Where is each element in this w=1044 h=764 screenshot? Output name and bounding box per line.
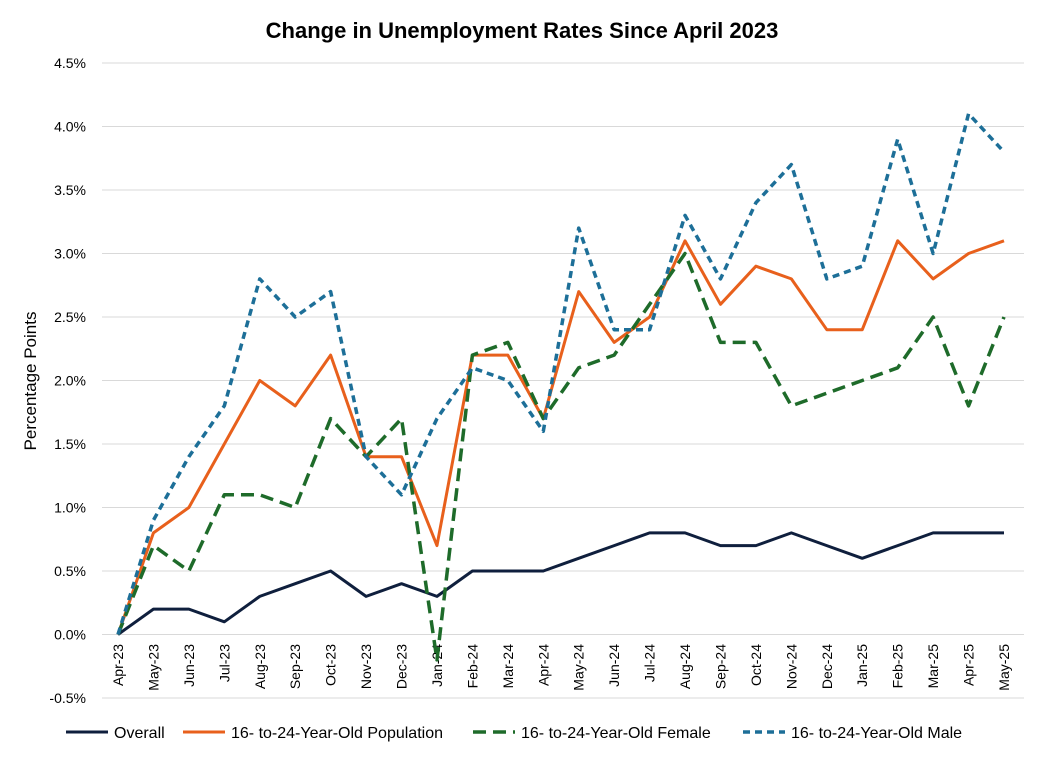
x-tick-label: Dec-23 [394,644,410,689]
x-tick-label: Jan-25 [854,644,870,687]
x-tick-label: Jun-23 [181,644,197,687]
x-tick-label: Apr-24 [535,644,551,686]
chart-title: Change in Unemployment Rates Since April… [266,18,779,43]
y-tick-label: 2.5% [54,309,86,325]
x-tick-label: Feb-24 [464,644,480,689]
series-line-overall [117,531,1004,636]
legend-label: 16- to-24-Year-Old Female [521,725,711,742]
x-tick-label: Mar-24 [500,644,516,689]
legend-item-16-to-24-year-old-male: 16- to-24-Year-Old Male [743,725,962,742]
x-tick-label: Jun-24 [606,644,622,687]
series-lines [116,112,1006,662]
x-tick-label: May-24 [571,644,587,691]
x-tick-label: Nov-24 [783,644,799,689]
legend-label: 16- to-24-Year-Old Male [791,725,962,742]
x-tick-label: Jul-24 [642,644,658,682]
series-line-16-to-24-year-old-female [116,251,1006,662]
y-axis-title: Percentage Points [21,312,40,451]
legend-label: Overall [114,725,165,742]
y-tick-label: 3.0% [54,246,86,262]
y-tick-label: 4.0% [54,119,86,135]
x-tick-label: Apr-25 [961,644,977,686]
x-tick-label: May-25 [996,644,1012,691]
y-tick-label: 1.5% [54,436,86,452]
x-tick-label: Oct-24 [748,644,764,686]
series-line-16-to-24-year-old-population [116,239,1005,635]
y-tick-label: 0.5% [54,563,86,579]
x-tick-label: Apr-23 [110,644,126,686]
x-tick-label: Nov-23 [358,644,374,689]
x-tick-label: Aug-23 [252,644,268,689]
legend-item-overall: Overall [66,725,165,742]
y-tick-label: 4.5% [54,55,86,71]
y-tick-label: 2.0% [54,373,86,389]
x-tick-label: Sep-23 [287,644,303,689]
series-line-16-to-24-year-old-male [116,112,1006,636]
y-tick-label: 0.0% [54,627,86,643]
x-tick-label: Oct-23 [323,644,339,686]
gridlines [102,62,1024,699]
legend-label: 16- to-24-Year-Old Population [231,725,443,742]
x-tick-label: Jul-23 [216,644,232,682]
y-tick-label: 1.0% [54,500,86,516]
x-tick-label: Mar-25 [925,644,941,689]
y-tick-label: 3.5% [54,182,86,198]
legend-item-16-to-24-year-old-female: 16- to-24-Year-Old Female [473,725,711,742]
x-tick-label: Feb-25 [890,644,906,689]
y-axis-ticks: -0.5% 0.0% 0.5% 1.0% 1.5% 2.0% 2.5% 3.0% 3.5% 4.0… [49,55,86,706]
x-tick-label: Jan-24 [429,644,445,687]
x-tick-label: Dec-24 [819,644,835,689]
x-tick-label: May-23 [145,644,161,691]
x-axis-ticks: Apr-23 May-23 Jun-23 Jul-23 Aug-23 Sep-23 Oct-… [110,644,1012,691]
legend-item-16-to-24-year-old-population: 16- to-24-Year-Old Population [183,725,443,742]
x-tick-label: Aug-24 [677,644,693,689]
legend: Overall 16- to-24-Year-Old Population 16- … [66,725,962,742]
y-tick-label: -0.5% [49,690,86,706]
x-tick-label: Sep-24 [712,644,728,689]
